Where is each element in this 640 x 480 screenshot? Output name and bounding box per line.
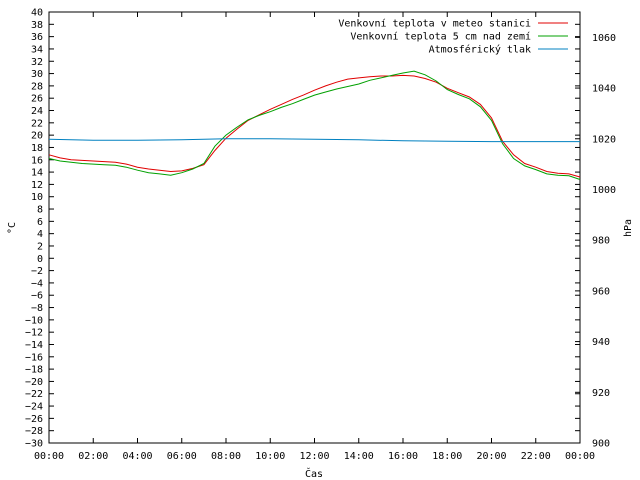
left-tick-label: −24: [25, 402, 43, 413]
left-tick-label: 36: [31, 32, 43, 43]
left-tick-label: 28: [31, 81, 43, 92]
left-tick-label: 10: [31, 192, 43, 203]
x-tick-label: 02:00: [78, 451, 108, 462]
left-tick-label: 8: [37, 205, 43, 216]
left-tick-label: 22: [31, 118, 43, 129]
left-tick-label: 14: [31, 168, 43, 179]
left-tick-label: 6: [37, 217, 43, 228]
left-tick-label: −4: [31, 278, 43, 289]
x-tick-label: 12:00: [299, 451, 329, 462]
left-tick-label: −30: [25, 439, 43, 450]
series-line-1: [48, 74, 581, 178]
left-tick-label: −6: [31, 291, 43, 302]
right-tick-label: 1060: [592, 33, 616, 44]
left-tick-label: 2: [37, 241, 43, 252]
plot-frame: [48, 11, 581, 444]
left-tick-label: −20: [25, 377, 43, 388]
right-tick-label: 940: [592, 337, 610, 348]
x-tick-label: 06:00: [167, 451, 197, 462]
series-line-3: [48, 138, 580, 143]
x-axis-ticks: 00:00 02:00 04:00 06:00 08:00 10:00 12:00 14:00…: [34, 12, 595, 462]
x-tick-label: 16:00: [388, 451, 418, 462]
x-tick-label: 00:00: [34, 451, 64, 462]
left-tick-label: −16: [25, 352, 43, 363]
left-tick-label: −12: [25, 328, 43, 339]
x-tick-label: 10:00: [255, 451, 285, 462]
series-line-2: [48, 70, 581, 180]
left-tick-label: 34: [31, 44, 43, 55]
right-tick-label: 1020: [592, 134, 616, 145]
x-tick-label: 04:00: [122, 451, 152, 462]
left-tick-label: 12: [31, 180, 43, 191]
x-tick-label: 08:00: [211, 451, 241, 462]
left-tick-label: −28: [25, 426, 43, 437]
left-tick-label: 20: [31, 131, 43, 142]
left-tick-label: 0: [37, 254, 43, 265]
left-tick-label: 38: [31, 20, 43, 31]
left-tick-label: −2: [31, 266, 43, 277]
x-tick-label: 00:00: [565, 451, 595, 462]
right-tick-label: 1000: [592, 185, 616, 196]
x-tick-label: 22:00: [521, 451, 551, 462]
left-tick-label: −8: [31, 303, 43, 314]
left-tick-label: 40: [31, 8, 43, 19]
left-tick-label: 4: [37, 229, 43, 240]
legend-label-2: Venkovní teplota 5 cm nad zemí: [350, 31, 531, 43]
left-tick-label: −18: [25, 365, 43, 376]
right-axis-ticks: 900 920 940 960 980 1000 1020 1040 1060: [575, 33, 616, 450]
left-tick-label: 32: [31, 57, 43, 68]
x-axis-label: Čas: [305, 467, 323, 480]
left-tick-label: 26: [31, 94, 43, 105]
right-tick-label: 900: [592, 439, 610, 450]
right-tick-label: 960: [592, 286, 610, 297]
x-tick-label: 14:00: [344, 451, 374, 462]
legend-label-3: Atmosférický tlak: [429, 44, 531, 56]
legend-label-1: Venkovní teplota v meteo stanici: [338, 18, 531, 30]
left-tick-label: 30: [31, 69, 43, 80]
right-tick-label: 1040: [592, 84, 616, 95]
left-tick-label: −14: [25, 340, 43, 351]
series-lines: [48, 70, 581, 180]
y-axis-right-label: hPa: [623, 219, 634, 237]
left-tick-label: 18: [31, 143, 43, 154]
left-tick-label: 24: [31, 106, 43, 117]
left-axis-ticks: −30−28−26−24−22−20−18−16−14−12−10−8−6−4−…: [25, 8, 580, 450]
left-tick-label: −10: [25, 315, 43, 326]
x-tick-label: 18:00: [432, 451, 462, 462]
left-tick-label: 16: [31, 155, 43, 166]
y-axis-left-label: °C: [7, 222, 18, 234]
x-tick-label: 20:00: [476, 451, 506, 462]
right-tick-label: 920: [592, 388, 610, 399]
right-tick-label: 980: [592, 236, 610, 247]
legend: Venkovní teplota v meteo staniciVenkovní…: [338, 18, 568, 56]
left-tick-label: −26: [25, 414, 43, 425]
left-tick-label: −22: [25, 389, 43, 400]
